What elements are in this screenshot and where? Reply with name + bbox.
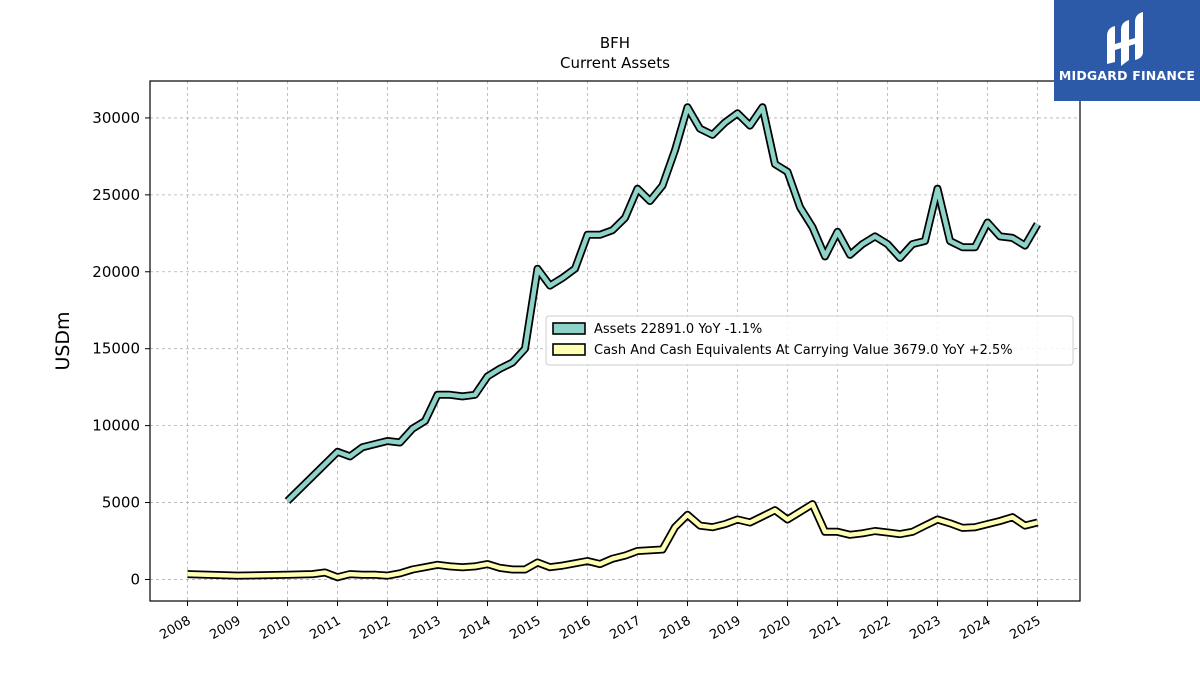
legend: Assets 22891.0 YoY -1.1% Cash And Cash E… xyxy=(545,315,1074,366)
x-tick-label: 2011 xyxy=(307,613,343,643)
chart-subtitle: Current Assets xyxy=(560,54,670,72)
x-tick-label: 2018 xyxy=(657,613,693,643)
y-axis-label: USDm xyxy=(52,311,74,370)
x-tick-label: 2010 xyxy=(257,613,293,643)
series-line-1 xyxy=(187,501,1039,580)
x-tick-label: 2024 xyxy=(957,613,993,643)
series-line-0 xyxy=(285,104,1040,503)
legend-label-cash: Cash And Cash Equivalents At Carrying Va… xyxy=(594,343,1013,358)
x-tick-label: 2016 xyxy=(557,613,593,643)
grid xyxy=(150,81,1080,601)
y-tick-label: 0 xyxy=(130,570,140,588)
x-tick-label: 2009 xyxy=(207,613,243,643)
midgard-finance-logo: MIDGARD FINANCE xyxy=(1054,0,1200,101)
x-tick-label: 2023 xyxy=(907,613,943,643)
legend-swatch-assets xyxy=(552,322,586,335)
x-tick-label: 2013 xyxy=(407,613,443,643)
y-tick-label: 10000 xyxy=(92,417,140,435)
x-tick-label: 2015 xyxy=(507,613,543,643)
x-tick-label: 2021 xyxy=(807,613,843,643)
chart-title: BFH xyxy=(600,34,630,52)
plot-frame xyxy=(149,80,1081,602)
y-tick-label: 20000 xyxy=(92,263,140,281)
logo-text: MIDGARD FINANCE xyxy=(1058,68,1196,83)
x-tick-label: 2020 xyxy=(757,613,793,643)
legend-label-assets: Assets 22891.0 YoY -1.1% xyxy=(594,322,762,337)
legend-swatch-cash xyxy=(552,343,586,356)
x-tick-label: 2017 xyxy=(607,613,643,643)
x-tick-label: 2012 xyxy=(357,613,393,643)
x-axis: 2008 2009 2010 2011 2012 2013 2014 2015 2016 2017… xyxy=(157,601,1044,643)
series-outline-1 xyxy=(187,500,1039,582)
y-tick-label: 25000 xyxy=(92,186,140,204)
logo-mark-icon xyxy=(1107,12,1143,66)
x-tick-label: 2008 xyxy=(157,613,193,643)
x-tick-label: 2025 xyxy=(1007,613,1043,643)
y-tick-label: 15000 xyxy=(92,340,140,358)
series-layer xyxy=(187,103,1041,582)
x-tick-label: 2019 xyxy=(707,613,743,643)
x-tick-label: 2022 xyxy=(857,613,893,643)
legend-box xyxy=(545,315,1074,366)
y-tick-label: 5000 xyxy=(102,494,140,512)
y-tick-label: 30000 xyxy=(92,109,140,127)
y-axis: 0 5000 10000 15000 20000 25000 30000 xyxy=(92,109,150,588)
x-tick-label: 2014 xyxy=(457,613,493,643)
